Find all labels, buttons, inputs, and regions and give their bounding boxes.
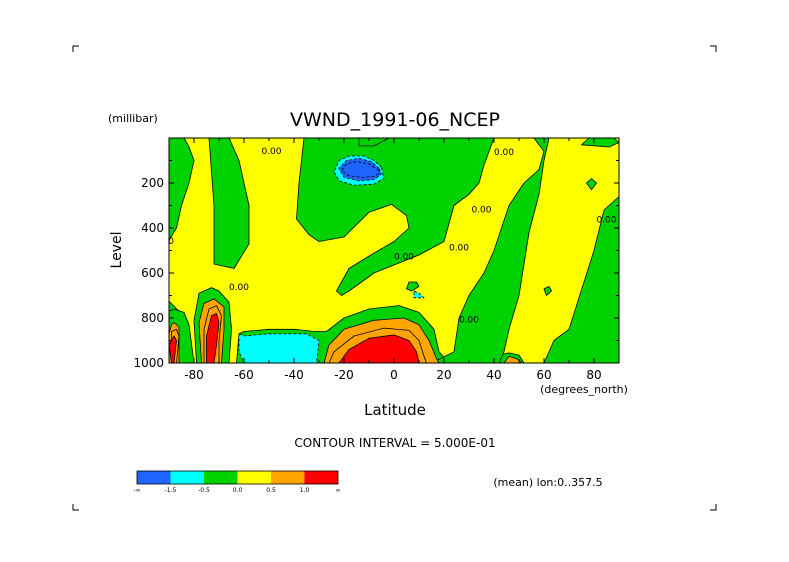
x-axis-label: Latitude bbox=[364, 401, 426, 419]
x-tick-label: 0 bbox=[390, 368, 398, 382]
contour-interval-text: CONTOUR INTERVAL = 5.000E-01 bbox=[294, 436, 495, 450]
crop-mark-bottom-left bbox=[72, 504, 79, 511]
y-tick-label: 800 bbox=[141, 311, 164, 325]
y-tick-label: 200 bbox=[141, 176, 164, 190]
contour-region bbox=[543, 196, 619, 363]
contour-label: 0.00 bbox=[261, 147, 281, 157]
y-tick-label: 1000 bbox=[133, 356, 164, 370]
x-tick-label: -60 bbox=[234, 368, 254, 382]
colorbar-swatch bbox=[237, 471, 271, 484]
colorbar-label: ∞ bbox=[336, 487, 341, 494]
x-tick-label: 60 bbox=[536, 368, 551, 382]
contour-region bbox=[206, 313, 220, 363]
contour-label: 0.00 bbox=[229, 283, 249, 293]
crop-mark-bottom-right bbox=[710, 504, 717, 511]
contour-region bbox=[503, 355, 522, 363]
contour-region bbox=[238, 333, 320, 363]
colorbar-swatch bbox=[304, 471, 338, 484]
contour-region bbox=[543, 286, 552, 296]
colorbar-swatch bbox=[170, 471, 204, 484]
contour-label: 0.00 bbox=[154, 237, 174, 247]
chart-title: VWND_1991-06_NCEP bbox=[290, 109, 500, 131]
contour-region bbox=[341, 161, 380, 178]
colorbar-label: -1.5 bbox=[165, 487, 177, 494]
contour-label: 0.00 bbox=[494, 148, 514, 158]
colorbar-frame bbox=[136, 470, 339, 485]
x-tick-label: 40 bbox=[486, 368, 501, 382]
colorbar-swatch bbox=[137, 471, 171, 484]
colorbar-label: 1.0 bbox=[300, 487, 310, 494]
contour-region bbox=[358, 138, 390, 147]
y-tick-label: 400 bbox=[141, 221, 164, 235]
y-tick-label: 600 bbox=[141, 266, 164, 280]
contour-label: 0.00 bbox=[394, 253, 414, 263]
contour-region bbox=[406, 281, 420, 292]
x-tick-label: -40 bbox=[284, 368, 304, 382]
contour-label: 0.00 bbox=[471, 205, 491, 215]
x-tick-label: 20 bbox=[436, 368, 451, 382]
colorbar-swatch bbox=[271, 471, 305, 484]
plot-area: 0.00 0.00 0.00 0.00 0.00 0.00 0.00 0.00 0.00 -80 -… bbox=[133, 137, 620, 382]
contour-region bbox=[581, 138, 619, 148]
colorbar-label: 0.0 bbox=[233, 487, 243, 494]
chart-subtitle: (mean) lon:0..357.5 bbox=[493, 476, 602, 489]
y-axis-label: Level bbox=[109, 232, 125, 269]
contour-region bbox=[208, 138, 250, 269]
colorbar-label: -∞ bbox=[133, 487, 140, 494]
contour-label: 0.00 bbox=[459, 316, 479, 326]
crop-mark-top-right bbox=[710, 45, 717, 52]
contour-region bbox=[431, 138, 550, 363]
contour-region bbox=[169, 138, 195, 241]
crop-mark-top-left bbox=[72, 45, 79, 52]
colorbar-label: -0.5 bbox=[198, 487, 210, 494]
colorbar-label: 0.5 bbox=[266, 487, 276, 494]
colorbar: -∞ -1.5 -0.5 0.0 0.5 1.0 ∞ bbox=[133, 470, 341, 494]
contour-label: 0.00 bbox=[449, 244, 469, 254]
y-unit-label: (millibar) bbox=[108, 112, 158, 125]
colorbar-swatch bbox=[204, 471, 238, 484]
x-tick-label: -20 bbox=[334, 368, 354, 382]
crop-marks bbox=[72, 45, 717, 511]
contour-region bbox=[586, 178, 597, 191]
x-tick-label: -80 bbox=[184, 368, 204, 382]
x-tick-label: 80 bbox=[586, 368, 601, 382]
contour-label: 0.00 bbox=[596, 215, 616, 225]
x-unit-label: (degrees_north) bbox=[540, 383, 628, 396]
contour-region bbox=[413, 290, 425, 299]
